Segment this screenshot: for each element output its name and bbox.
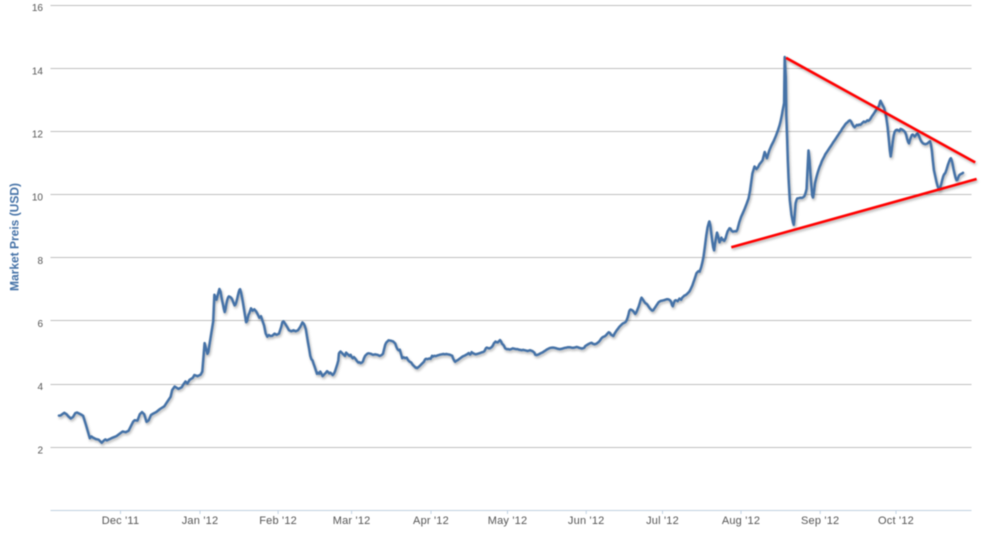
svg-text:Sep '12: Sep '12 — [801, 515, 839, 527]
svg-text:2: 2 — [37, 445, 43, 456]
svg-text:6: 6 — [37, 319, 43, 330]
svg-text:Oct '12: Oct '12 — [878, 515, 914, 527]
svg-text:Feb '12: Feb '12 — [259, 515, 297, 527]
svg-text:Mar '12: Mar '12 — [333, 515, 371, 527]
svg-text:12: 12 — [32, 130, 44, 141]
svg-text:Jul '12: Jul '12 — [646, 515, 679, 527]
svg-text:16: 16 — [32, 3, 44, 14]
svg-text:10: 10 — [32, 193, 44, 204]
svg-text:Dec '11: Dec '11 — [102, 515, 140, 527]
svg-text:4: 4 — [37, 382, 43, 393]
svg-text:Market Preis (USD): Market Preis (USD) — [8, 183, 22, 291]
svg-text:Aug '12: Aug '12 — [722, 515, 760, 527]
svg-text:8: 8 — [37, 256, 43, 267]
svg-text:Apr '12: Apr '12 — [413, 515, 449, 527]
svg-text:14: 14 — [32, 66, 44, 77]
svg-text:May '12: May '12 — [488, 515, 528, 527]
svg-text:Jan '12: Jan '12 — [182, 515, 219, 527]
svg-text:Jun '12: Jun '12 — [568, 515, 605, 527]
